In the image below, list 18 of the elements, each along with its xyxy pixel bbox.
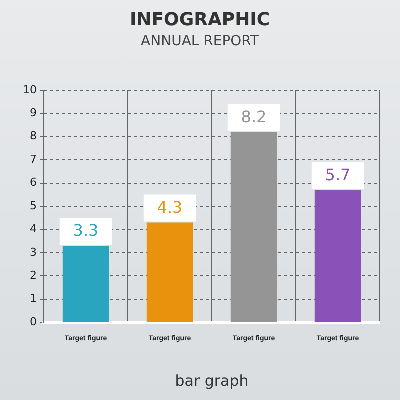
y-tick-label: 6 bbox=[30, 176, 37, 190]
y-tick-label: 0 bbox=[30, 315, 37, 328]
data-label: 4.3 bbox=[157, 198, 183, 217]
y-tick-label: 9 bbox=[30, 106, 37, 120]
y-tick-label: 2 bbox=[30, 269, 37, 282]
data-label: 8.2 bbox=[241, 107, 267, 126]
y-tick-label: 3 bbox=[30, 246, 37, 259]
chart-title: INFOGRAPHIC bbox=[130, 9, 270, 30]
y-tick-label: 1 bbox=[30, 292, 37, 306]
data-label: 3.3 bbox=[73, 221, 99, 240]
y-tick-label: 8 bbox=[30, 130, 37, 143]
y-tick-label: 4 bbox=[30, 222, 37, 236]
chart-subtitle: ANNUAL REPORT bbox=[141, 34, 260, 50]
x-axis-title: bar graph bbox=[175, 372, 249, 390]
y-tick-label: 5 bbox=[30, 199, 37, 212]
y-tick-label: 10 bbox=[22, 83, 37, 96]
y-tick-label: 7 bbox=[30, 152, 37, 166]
data-label: 5.7 bbox=[325, 165, 351, 184]
